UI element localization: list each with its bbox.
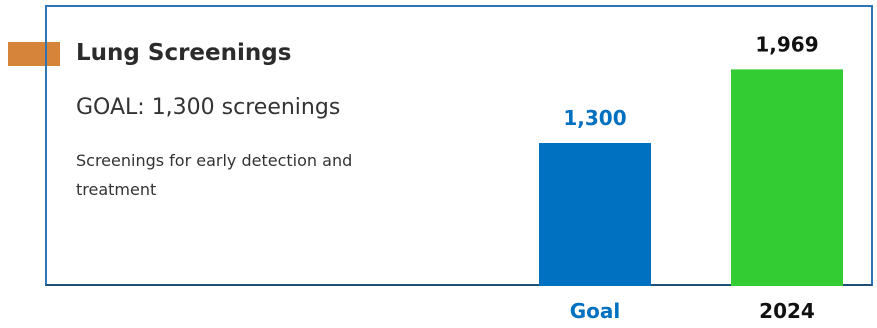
goal-text: GOAL: 1,300 screenings: [76, 95, 341, 120]
card-title: Lung Screenings: [76, 40, 292, 66]
data-label-2024: 1,969: [755, 32, 818, 56]
category-label-2024: 2024: [759, 299, 815, 323]
data-label-goal: 1,300: [563, 106, 626, 130]
card-frame: [45, 5, 873, 286]
bar-2024: [731, 69, 843, 286]
accent-tab: [8, 42, 60, 66]
category-label-goal: Goal: [570, 299, 621, 323]
card-description: Screenings for early detection and treat…: [76, 151, 353, 199]
bar-goal: [539, 143, 651, 286]
